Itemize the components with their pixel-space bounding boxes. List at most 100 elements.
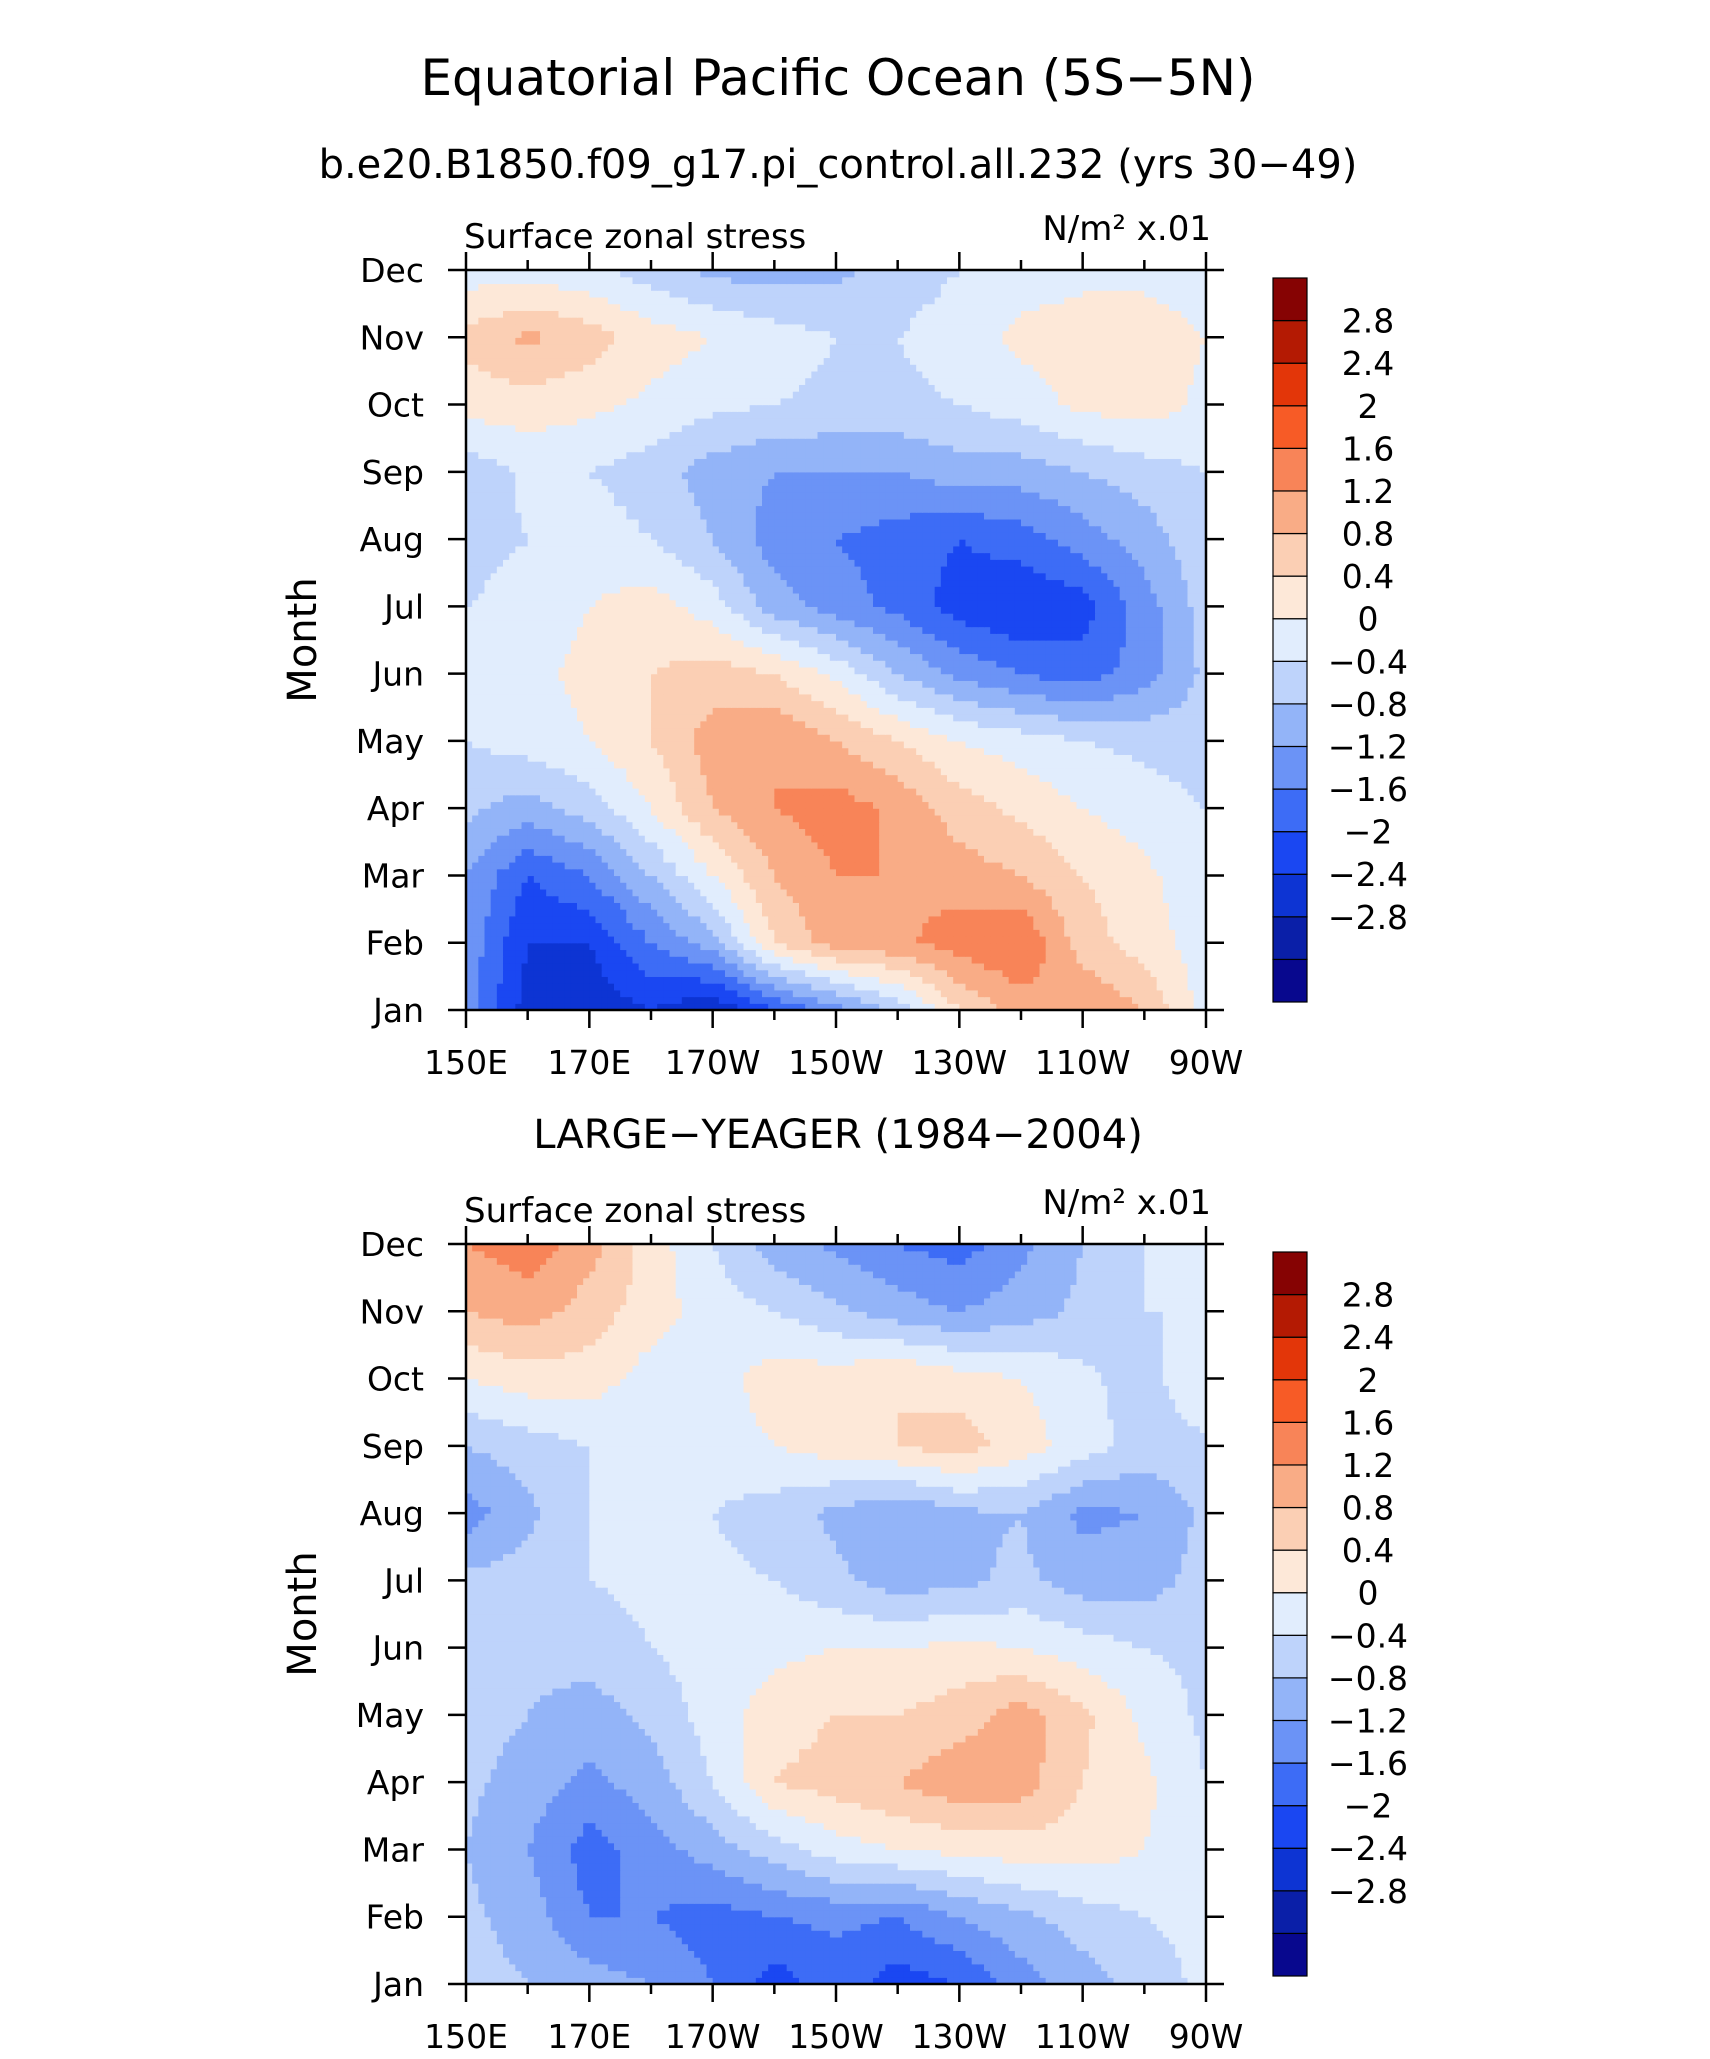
field-cell: [712, 781, 720, 789]
field-cell: [614, 740, 621, 749]
field-cell: [638, 740, 646, 749]
field-cell: [755, 922, 763, 930]
field-cell: [614, 875, 621, 883]
field-cell: [515, 915, 523, 924]
field-cell: [1199, 929, 1207, 937]
field-cell: [589, 855, 597, 863]
field-cell: [934, 929, 942, 937]
field-cell: [947, 734, 954, 742]
field-cell: [996, 989, 1004, 998]
field-cell: [780, 949, 788, 957]
field-cell: [466, 788, 473, 796]
field-cell: [947, 761, 954, 769]
field-cell: [503, 774, 510, 782]
field-cell: [651, 902, 658, 910]
field-cell: [928, 788, 936, 796]
field-cell: [700, 922, 708, 930]
field-cell: [669, 754, 677, 762]
field-cell: [496, 781, 504, 789]
field-cell: [1033, 888, 1041, 897]
field-cell: [1039, 956, 1047, 964]
field-cell: [669, 909, 677, 917]
field-cell: [934, 976, 942, 984]
field-cell: [1014, 929, 1022, 937]
field-cell: [725, 909, 732, 917]
field-cell: [712, 1003, 720, 1011]
field-cell: [1150, 902, 1158, 910]
field-cell: [570, 868, 578, 877]
field-cell: [996, 801, 1004, 809]
field-cell: [1070, 788, 1078, 796]
field-cell: [607, 868, 615, 877]
field-cell: [1021, 902, 1028, 910]
field-cell: [762, 841, 769, 850]
field-cell: [916, 734, 923, 742]
field-cell: [496, 976, 504, 984]
field-cell: [694, 862, 701, 870]
field-cell: [737, 909, 745, 917]
field-cell: [1045, 747, 1053, 755]
field-cell: [1156, 902, 1164, 910]
field-cell: [1125, 875, 1133, 883]
field-cell: [996, 835, 1004, 843]
field-cell: [990, 781, 997, 789]
field-cell: [1045, 882, 1053, 890]
field-cell: [934, 888, 942, 897]
field-cell: [620, 767, 627, 776]
field-cell: [959, 734, 967, 742]
field-cell: [1187, 922, 1195, 930]
field-cell: [614, 868, 621, 877]
field-cell: [885, 989, 893, 998]
field-cell: [768, 922, 775, 930]
field-cell: [829, 976, 837, 984]
field-cell: [1002, 902, 1010, 910]
field-cell: [515, 983, 523, 991]
field-cell: [1162, 956, 1170, 964]
field-cell: [749, 962, 757, 971]
field-cell: [836, 936, 843, 944]
field-cell: [755, 868, 763, 877]
field-cell: [644, 862, 652, 870]
field-cell: [1132, 942, 1139, 951]
field-cell: [811, 855, 819, 863]
field-cell: [644, 949, 652, 957]
field-cell: [515, 969, 523, 977]
field-cell: [805, 734, 812, 742]
left-label: Surface zonal stress: [464, 217, 806, 257]
field-cell: [836, 734, 843, 742]
field-cell: [1199, 989, 1207, 998]
field-cell: [799, 949, 806, 957]
field-cell: [916, 983, 923, 991]
field-cell: [1175, 942, 1182, 951]
field-cell: [1119, 747, 1127, 755]
field-cell: [774, 808, 782, 816]
field-cell: [965, 862, 973, 870]
field-cell: [842, 949, 849, 957]
field-cell: [1175, 969, 1182, 977]
field-cell: [700, 801, 708, 809]
field-cell: [1175, 956, 1182, 964]
field-cell: [595, 875, 603, 883]
field-cell: [589, 841, 597, 850]
field-cell: [1169, 996, 1176, 1004]
field-cell: [1070, 909, 1078, 917]
field-cell: [1199, 788, 1207, 796]
field-cell: [1199, 895, 1207, 903]
field-cell: [626, 754, 634, 762]
field-cell: [651, 976, 658, 984]
field-cell: [533, 976, 541, 984]
field-cell: [910, 754, 917, 762]
field-cell: [669, 761, 677, 769]
field-cell: [1150, 814, 1158, 823]
field-cell: [947, 962, 954, 971]
field-cell: [953, 862, 960, 870]
field-cell: [928, 949, 936, 957]
field-cell: [1187, 929, 1195, 937]
field-cell: [472, 969, 479, 977]
field-cell: [755, 747, 763, 755]
field-cell: [718, 949, 726, 957]
field-cell: [484, 915, 492, 924]
field-cell: [1014, 841, 1022, 850]
field-cell: [583, 855, 590, 863]
field-cell: [879, 882, 886, 890]
